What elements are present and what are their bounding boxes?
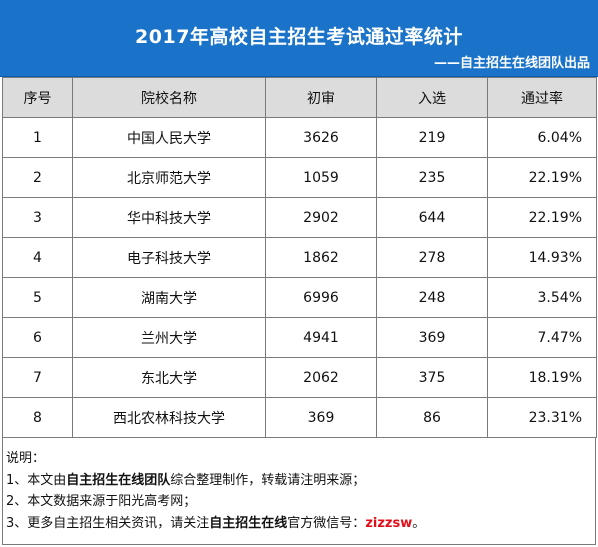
column-header-rate: 通过率 xyxy=(487,77,597,118)
note-text: 综合整理制作，转载请注明来源； xyxy=(170,472,366,488)
cell-school: 兰州大学 xyxy=(72,317,266,358)
cell-selected: 369 xyxy=(376,317,488,358)
cell-school: 电子科技大学 xyxy=(72,237,266,278)
cell-selected: 248 xyxy=(376,277,488,318)
cell-selected: 86 xyxy=(376,397,488,438)
cell-no: 1 xyxy=(2,117,73,158)
cell-school: 北京师范大学 xyxy=(72,157,266,198)
cell-school: 湖南大学 xyxy=(72,277,266,318)
page-title: 2017年高校自主招生考试通过率统计 xyxy=(135,26,463,48)
cell-rate: 6.04% xyxy=(487,117,597,158)
cell-selected: 219 xyxy=(376,117,488,158)
page-subtitle: ——自主招生在线团队出品 xyxy=(433,56,590,71)
cell-no: 4 xyxy=(2,237,73,278)
notes-section: 说明： 1、本文由自主招生在线团队综合整理制作，转载请注明来源； 2、本文数据来… xyxy=(2,437,596,545)
cell-selected: 644 xyxy=(376,197,488,238)
table-row: 3 华中科技大学 2902 644 22.19% xyxy=(2,197,597,238)
cell-no: 6 xyxy=(2,317,73,358)
notes-heading: 说明： xyxy=(6,451,46,466)
table-row: 2 北京师范大学 1059 235 22.19% xyxy=(2,157,597,198)
cell-initial: 2902 xyxy=(265,197,377,238)
table-row: 6 兰州大学 4941 369 7.47% xyxy=(2,317,597,358)
note-bold: 自主招生在线 xyxy=(209,515,288,531)
cell-selected: 278 xyxy=(376,237,488,278)
cell-initial: 2062 xyxy=(265,357,377,398)
wechat-id: zizzsw xyxy=(365,515,413,531)
cell-school: 华中科技大学 xyxy=(72,197,266,238)
cell-rate: 3.54% xyxy=(487,277,597,318)
cell-initial: 1862 xyxy=(265,237,377,278)
cell-selected: 235 xyxy=(376,157,488,198)
cell-no: 2 xyxy=(2,157,73,198)
cell-school: 西北农林科技大学 xyxy=(72,397,266,438)
cell-initial: 369 xyxy=(265,397,377,438)
note-line-3: 3、更多自主招生相关资讯，请关注自主招生在线官方微信号：zizzsw。 xyxy=(6,513,595,535)
cell-initial: 1059 xyxy=(265,157,377,198)
cell-rate: 7.47% xyxy=(487,317,597,358)
note-text: 3、更多自主招生相关资讯，请关注 xyxy=(6,515,210,531)
title-banner: 2017年高校自主招生考试通过率统计 ——自主招生在线团队出品 xyxy=(0,0,598,77)
column-header-selected: 入选 xyxy=(376,77,488,118)
cell-no: 7 xyxy=(2,357,73,398)
cell-initial: 3626 xyxy=(265,117,377,158)
cell-school: 东北大学 xyxy=(72,357,266,398)
note-line-2: 2、本文数据来源于阳光高考网； xyxy=(6,494,197,509)
column-header-school: 院校名称 xyxy=(72,77,266,118)
cell-no: 5 xyxy=(2,277,73,318)
note-text: 官方微信号： xyxy=(287,515,366,531)
note-text: 。 xyxy=(412,515,426,531)
table-row: 4 电子科技大学 1862 278 14.93% xyxy=(2,237,597,278)
table-header-row: 序号 院校名称 初审 入选 通过率 xyxy=(2,77,597,118)
pass-rate-table: 序号 院校名称 初审 入选 通过率 1 中国人民大学 3626 219 6.04… xyxy=(2,77,597,438)
column-header-no: 序号 xyxy=(2,77,73,118)
table-row: 1 中国人民大学 3626 219 6.04% xyxy=(2,117,597,158)
cell-rate: 18.19% xyxy=(487,357,597,398)
cell-rate: 22.19% xyxy=(487,197,597,238)
cell-initial: 4941 xyxy=(265,317,377,358)
cell-rate: 14.93% xyxy=(487,237,597,278)
cell-rate: 23.31% xyxy=(487,397,597,438)
note-text: 1、本文由 xyxy=(6,472,67,488)
note-bold: 自主招生在线团队 xyxy=(66,472,171,488)
table-row: 7 东北大学 2062 375 18.19% xyxy=(2,357,597,398)
table-row: 8 西北农林科技大学 369 86 23.31% xyxy=(2,397,597,438)
cell-rate: 22.19% xyxy=(487,157,597,198)
cell-initial: 6996 xyxy=(265,277,377,318)
cell-no: 8 xyxy=(2,397,73,438)
note-line-1: 1、本文由自主招生在线团队综合整理制作，转载请注明来源； xyxy=(6,470,595,492)
cell-selected: 375 xyxy=(376,357,488,398)
cell-school: 中国人民大学 xyxy=(72,117,266,158)
cell-no: 3 xyxy=(2,197,73,238)
table-row: 5 湖南大学 6996 248 3.54% xyxy=(2,277,597,318)
column-header-initial: 初审 xyxy=(265,77,377,118)
